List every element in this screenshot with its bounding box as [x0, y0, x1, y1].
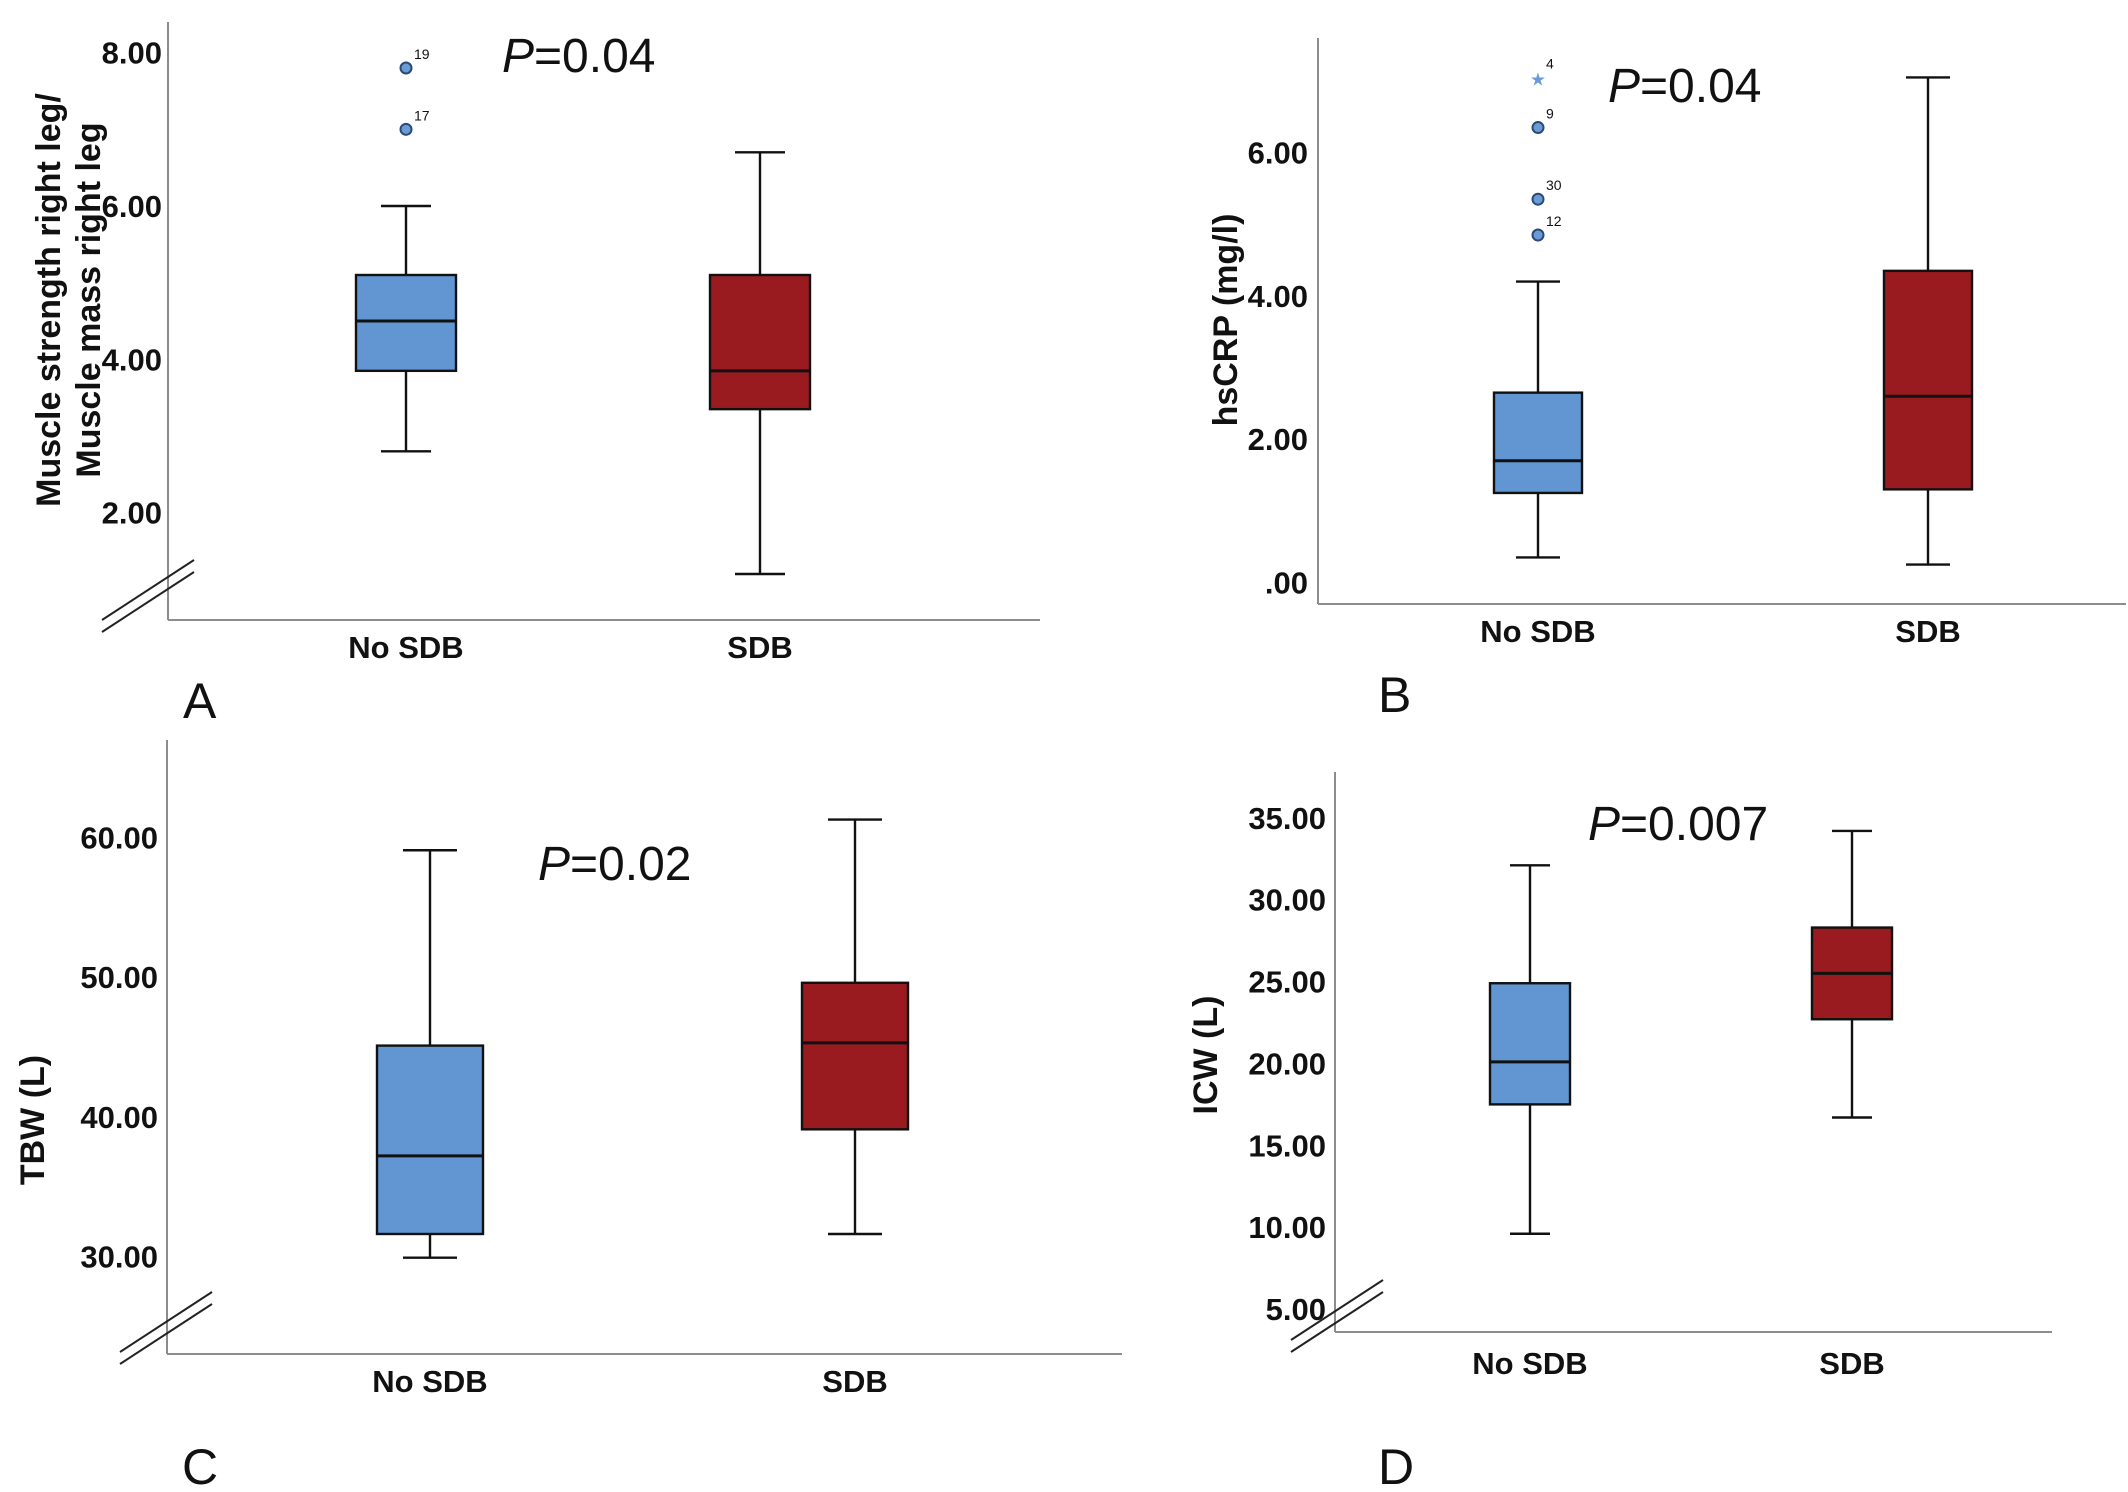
- outlier-label: 4: [1546, 55, 1554, 71]
- panel-C: 30.00 40.00 50.00 60.00 TBW (L) No SDB SDB P=0.…: [14, 740, 1122, 1492]
- p-value-number: =0.02: [570, 838, 691, 891]
- axis-break-mark: [119, 1291, 213, 1353]
- axis-break-mark: [101, 571, 195, 633]
- y-tick-label: 30.00: [80, 1239, 158, 1274]
- box-sdb: [800, 818, 910, 1236]
- y-axis-title: hsCRP (mg/l): [1207, 214, 1245, 427]
- p-value-letter: P: [502, 30, 534, 83]
- outlier-point: [1531, 192, 1545, 206]
- category-label: No SDB: [348, 630, 463, 665]
- y-tick-label: 60.00: [80, 821, 158, 856]
- y-axis-title: TBW (L): [14, 1055, 52, 1185]
- y-tick-label: 10.00: [1248, 1210, 1326, 1245]
- outlier-star: ★: [1530, 69, 1546, 90]
- box-no-sdb: [375, 849, 485, 1259]
- y-axis-title: Muscle strength right leg/: [30, 93, 68, 507]
- p-value-number: =0.04: [1640, 60, 1761, 113]
- p-value: P=0.007: [1588, 798, 1768, 851]
- y-axis-title: Muscle mass right leg: [70, 122, 108, 477]
- y-tick-label: 15.00: [1248, 1128, 1326, 1163]
- y-tick-label: 20.00: [1248, 1046, 1326, 1081]
- axis-break-mark: [101, 559, 195, 621]
- p-value-letter: P: [1608, 60, 1640, 113]
- box-sdb: [1810, 829, 1894, 1119]
- panel-B: .00 2.00 4.00 6.00 hsCRP (mg/l) No SDB SDB ★4 9 3…: [1207, 38, 2126, 723]
- iqr-box: [354, 273, 458, 373]
- y-tick-label: .00: [1265, 566, 1308, 601]
- iqr-box: [708, 273, 812, 411]
- y-tick-label: 30.00: [1248, 883, 1326, 918]
- iqr-box: [1492, 391, 1584, 495]
- iqr-box: [800, 981, 910, 1131]
- outlier-label: 17: [414, 107, 430, 123]
- box-sdb: [1882, 76, 1974, 566]
- axis-break-mark: [119, 1303, 213, 1365]
- y-tick-label: 4.00: [1248, 279, 1308, 314]
- y-tick-label: 5.00: [1266, 1292, 1326, 1327]
- p-value: P=0.04: [1608, 60, 1761, 113]
- y-tick-label: 6.00: [1248, 136, 1308, 171]
- y-tick-label: 50.00: [80, 960, 158, 995]
- category-label: No SDB: [372, 1364, 487, 1399]
- category-label: SDB: [822, 1364, 887, 1399]
- outlier-point: [399, 61, 413, 75]
- category-label: No SDB: [1472, 1346, 1587, 1381]
- category-label: SDB: [727, 630, 792, 665]
- box-no-sdb: [1488, 864, 1572, 1235]
- y-tick-label: 8.00: [102, 36, 162, 71]
- outlier-label: 9: [1546, 106, 1554, 122]
- panel-letter: B: [1378, 667, 1411, 723]
- p-value: P=0.02: [538, 838, 691, 891]
- box-sdb: [708, 151, 812, 576]
- iqr-box: [375, 1044, 485, 1236]
- y-tick-label: 2.00: [1248, 422, 1308, 457]
- outlier-label: 30: [1546, 177, 1562, 193]
- axis-break-mark: [1290, 1279, 1384, 1341]
- y-tick-label: 2.00: [102, 496, 162, 531]
- p-value-number: =0.04: [534, 30, 655, 83]
- y-tick-label: 40.00: [80, 1100, 158, 1135]
- outlier-point: [1531, 121, 1545, 135]
- outlier-label: 19: [414, 46, 430, 62]
- p-value-number: =0.007: [1620, 798, 1768, 851]
- panel-letter: C: [182, 1439, 218, 1492]
- p-value: P=0.04: [502, 30, 655, 83]
- category-label: SDB: [1819, 1346, 1884, 1381]
- category-label: No SDB: [1480, 614, 1595, 649]
- box-no-sdb: ★4 9 30 12: [1492, 55, 1584, 559]
- y-tick-label: 6.00: [102, 189, 162, 224]
- panel-letter: A: [183, 673, 217, 729]
- panel-letter: D: [1378, 1439, 1414, 1492]
- panel-A: 2.00 4.00 6.00 8.00 Muscle strength right le…: [30, 22, 1040, 729]
- y-tick-label: 4.00: [102, 342, 162, 377]
- p-value-letter: P: [538, 838, 570, 891]
- y-tick-label: 35.00: [1248, 801, 1326, 836]
- y-axis-title: ICW (L): [1187, 996, 1225, 1115]
- iqr-box: [1882, 269, 1974, 491]
- p-value-letter: P: [1588, 798, 1620, 851]
- iqr-box: [1488, 982, 1572, 1106]
- outlier-point: [1531, 228, 1545, 242]
- category-label: SDB: [1895, 614, 1960, 649]
- axis-break-mark: [1290, 1291, 1384, 1353]
- y-tick-label: 25.00: [1248, 965, 1326, 1000]
- outlier-label: 12: [1546, 213, 1562, 229]
- panel-D: 5.00 10.00 15.00 20.00 25.00 30.00 35.00 ICW (L…: [1187, 772, 2052, 1492]
- outlier-point: [399, 122, 413, 136]
